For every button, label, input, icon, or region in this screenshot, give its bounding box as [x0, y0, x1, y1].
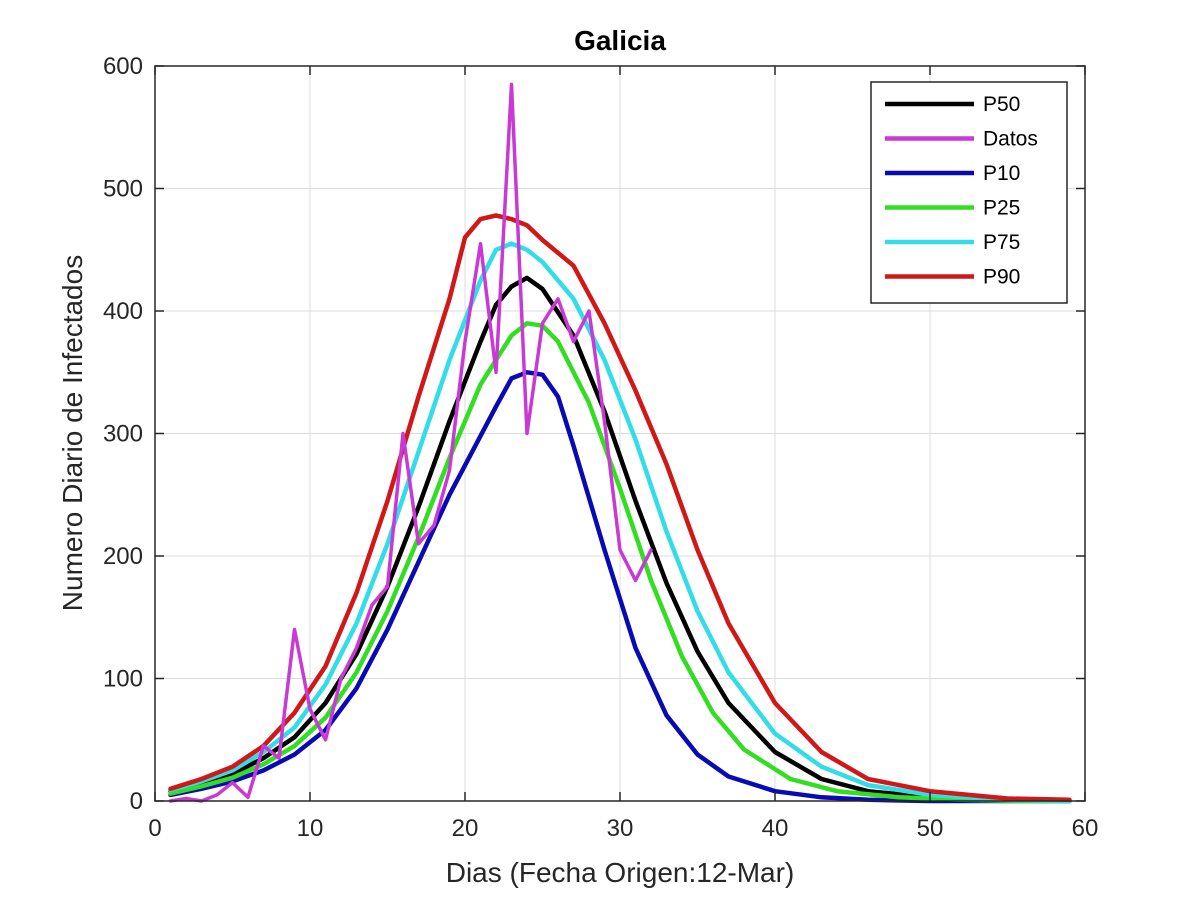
legend-label-p50: P50 [983, 93, 1020, 116]
series-line-p75 [168, 241, 1072, 804]
x-axis-label: Dias (Fecha Origen:12-Mar) [446, 857, 795, 888]
series-line-p50 [168, 275, 1072, 804]
y-axis-label: Numero Diario de Infectados [57, 255, 88, 611]
x-tick-label: 50 [917, 815, 944, 842]
legend-label-p75: P75 [983, 231, 1020, 254]
y-tick-label: 500 [103, 176, 143, 203]
series-layer [168, 82, 1072, 804]
y-tick-label: 300 [103, 421, 143, 448]
y-tick-label: 600 [103, 53, 143, 80]
series-line-datos [168, 82, 653, 803]
legend-label-datos: Datos [983, 128, 1038, 151]
legend-label-p25: P25 [983, 197, 1020, 220]
y-tick-label: 100 [103, 666, 143, 693]
x-tick-label: 0 [148, 815, 161, 842]
legend-label-p10: P10 [983, 162, 1020, 185]
legend: P50 Datos P10 P25 P75 P90 [870, 81, 1068, 304]
x-tick-label: 60 [1072, 815, 1099, 842]
x-tick-label: 10 [297, 815, 324, 842]
y-tick-label: 0 [130, 788, 143, 815]
legend-box [870, 81, 1068, 304]
y-tick-label: 400 [103, 298, 143, 325]
y-tick-label: 200 [103, 543, 143, 570]
x-tick-label: 40 [762, 815, 789, 842]
x-tick-label: 20 [452, 815, 479, 842]
x-tick-label: 30 [607, 815, 634, 842]
chart-title: Galicia [574, 25, 666, 56]
legend-label-p90: P90 [983, 266, 1020, 289]
